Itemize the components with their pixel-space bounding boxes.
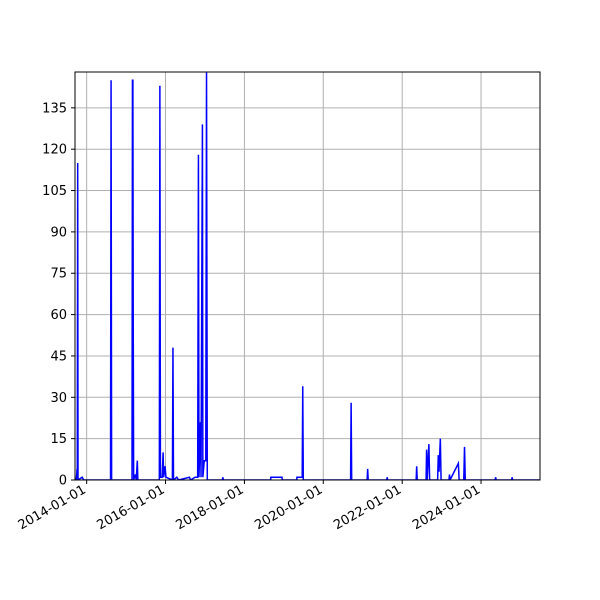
grid-lines [75, 72, 540, 481]
x-tick-label: 2022-01-01 [331, 482, 404, 533]
series-line [75, 72, 540, 480]
x-tick-label: 2016-01-01 [95, 482, 168, 533]
y-tick-label: 0 [59, 474, 67, 489]
x-tick-label: 2018-01-01 [173, 482, 246, 533]
y-tick-label: 120 [42, 143, 67, 158]
y-tick-label: 135 [42, 101, 67, 116]
x-tick-label: 2014-01-01 [16, 482, 89, 533]
x-tick-label: 2020-01-01 [252, 482, 325, 533]
y-tick-label: 105 [42, 184, 67, 199]
x-tick-label: 2024-01-01 [410, 482, 483, 533]
y-tick-label: 90 [50, 225, 67, 240]
y-tick-label: 30 [50, 391, 67, 406]
y-tick-label: 75 [50, 267, 67, 282]
x-axis: 2014-01-01 2016-01-01 2018-01-01 2020-01-01… [16, 480, 483, 533]
y-tick-label: 15 [50, 432, 67, 447]
plot-area [75, 72, 540, 480]
y-axis: 0 15 30 45 60 75 90 105 120 135 [42, 101, 75, 489]
plot-frame [74, 71, 541, 481]
y-tick-label: 45 [50, 349, 67, 364]
y-tick-label: 60 [50, 308, 67, 323]
